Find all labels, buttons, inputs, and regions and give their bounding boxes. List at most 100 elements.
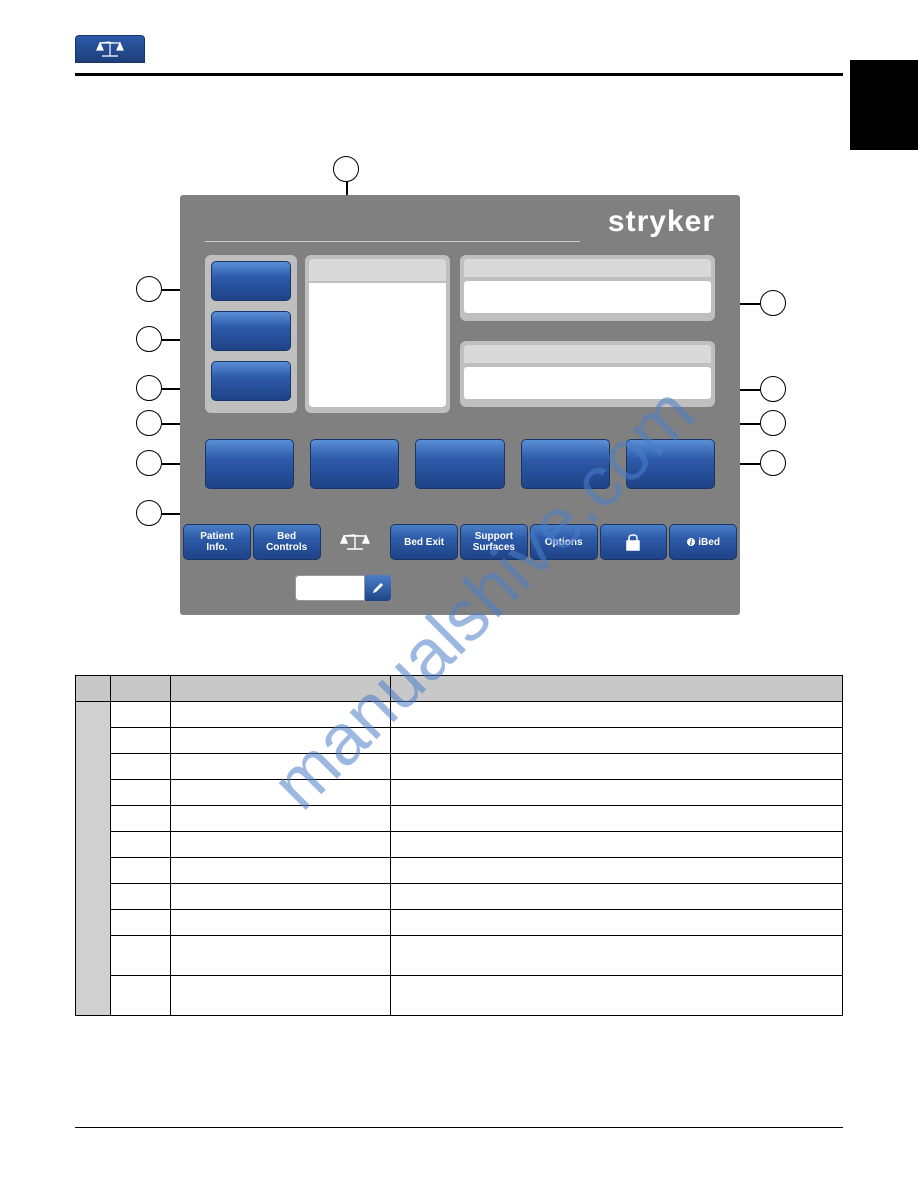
cell: [171, 702, 391, 728]
table-row: [76, 728, 843, 754]
cell: [171, 728, 391, 754]
ui-screenshot: stryker Patient Info. Bed Controls Bed: [180, 195, 740, 615]
callout-table: [75, 675, 843, 1016]
cell: [171, 806, 391, 832]
callout-left-3: [136, 375, 162, 401]
cell: [171, 858, 391, 884]
table-row: [76, 832, 843, 858]
tab-bed-controls-label: Bed Controls: [266, 531, 307, 553]
callout-right-3: [760, 410, 786, 436]
edit-button[interactable]: [365, 575, 391, 601]
navigation-tab-bar: Patient Info. Bed Controls Bed Exit Supp…: [183, 524, 737, 560]
callout-left-5: [136, 450, 162, 476]
cell: [391, 910, 843, 936]
cell: [391, 780, 843, 806]
table-row: [76, 936, 843, 976]
callout-top: [333, 156, 359, 182]
center-header: [309, 259, 446, 281]
table-row: [76, 780, 843, 806]
tab-bed-exit[interactable]: Bed Exit: [390, 524, 458, 560]
tab-options-label: Options: [545, 537, 583, 548]
cell: [391, 754, 843, 780]
cell: [391, 728, 843, 754]
side-black-marker: [850, 60, 918, 150]
edit-field[interactable]: [295, 575, 365, 601]
table-row: [76, 884, 843, 910]
cell: [391, 806, 843, 832]
balance-scale-icon: [335, 532, 375, 552]
cell: [111, 702, 171, 728]
callout-left-1: [136, 276, 162, 302]
cell: [391, 832, 843, 858]
tab-options[interactable]: Options: [530, 524, 598, 560]
tab-lock[interactable]: [600, 524, 668, 560]
side-button-3[interactable]: [211, 361, 291, 401]
cell: [111, 832, 171, 858]
cell: [171, 884, 391, 910]
edit-bar: [295, 575, 391, 601]
cell: [111, 780, 171, 806]
tab-patient-info[interactable]: Patient Info.: [183, 524, 251, 560]
right-body-2: [464, 367, 711, 399]
cell: [111, 806, 171, 832]
callout-left-6: [136, 500, 162, 526]
callout-right-1: [760, 290, 786, 316]
table-row: [76, 702, 843, 728]
title-underline: [205, 241, 580, 242]
table-row: [76, 754, 843, 780]
tab-patient-info-label: Patient Info.: [200, 531, 233, 553]
tab-ibed-label: iBed: [698, 537, 720, 548]
tab-bed-controls[interactable]: Bed Controls: [253, 524, 321, 560]
callout-right-4: [760, 450, 786, 476]
table-header-row: [76, 676, 843, 702]
right-header-2: [464, 345, 711, 363]
bottom-rule: [75, 1127, 843, 1128]
header-cell-2: [111, 676, 171, 702]
table-row: [76, 976, 843, 1016]
callout-left-4: [136, 410, 162, 436]
reference-table: [75, 675, 843, 1016]
right-box-1: [460, 255, 715, 321]
info-icon: i: [686, 537, 696, 547]
tab-ibed[interactable]: i iBed: [669, 524, 737, 560]
cell: [171, 976, 391, 1016]
lock-icon: [625, 533, 641, 551]
action-button-row: [205, 439, 715, 489]
action-button-5[interactable]: [626, 439, 715, 489]
center-body: [309, 283, 446, 407]
scale-icon-tab: [75, 35, 145, 63]
callout-left-2: [136, 326, 162, 352]
tab-support-surfaces[interactable]: Support Surfaces: [460, 524, 528, 560]
cell: [111, 728, 171, 754]
action-button-4[interactable]: [521, 439, 610, 489]
cell: [391, 884, 843, 910]
table-row: [76, 806, 843, 832]
cell: [391, 976, 843, 1016]
cell: [391, 702, 843, 728]
pencil-icon: [371, 581, 385, 595]
cell: [111, 910, 171, 936]
side-button-2[interactable]: [211, 311, 291, 351]
tab-support-surfaces-label: Support Surfaces: [473, 531, 515, 553]
group-cell: [76, 702, 111, 1016]
left-button-panel: [205, 255, 297, 413]
callout-right-2: [760, 376, 786, 402]
cell: [111, 754, 171, 780]
tab-scale[interactable]: [323, 524, 389, 560]
action-button-2[interactable]: [310, 439, 399, 489]
cell: [111, 936, 171, 976]
action-button-1[interactable]: [205, 439, 294, 489]
cell: [111, 976, 171, 1016]
right-header-1: [464, 259, 711, 277]
balance-scale-icon: [92, 40, 128, 58]
table-row: [76, 910, 843, 936]
cell: [111, 858, 171, 884]
action-button-3[interactable]: [415, 439, 504, 489]
center-display-panel: [305, 255, 450, 413]
header-cell-3: [171, 676, 391, 702]
header-cell-1: [76, 676, 111, 702]
right-box-2: [460, 341, 715, 407]
top-rule: [75, 73, 843, 76]
side-button-1[interactable]: [211, 261, 291, 301]
cell: [171, 754, 391, 780]
